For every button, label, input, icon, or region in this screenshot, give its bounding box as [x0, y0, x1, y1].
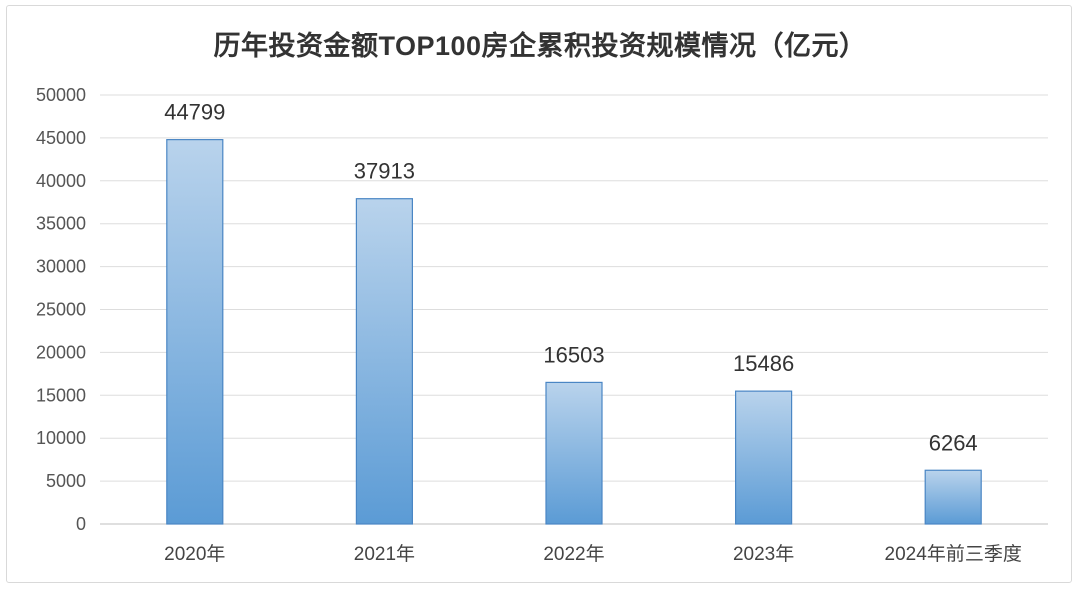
bar: [924, 469, 982, 525]
data-label: 16503: [543, 342, 604, 367]
data-labels: 44799 37913 16503 15486 6264: [164, 100, 977, 456]
y-tick-label: 30000: [36, 257, 86, 277]
x-category-label: 2021年: [354, 543, 415, 565]
chart-title: 历年投资金额TOP100房企累积投资规模情况（亿元）: [213, 31, 867, 61]
y-tick-label: 25000: [36, 300, 86, 320]
y-tick-label: 40000: [36, 171, 86, 191]
y-tick-label: 5000: [46, 471, 86, 491]
y-tick-label: 45000: [36, 128, 86, 148]
data-label: 44799: [164, 100, 225, 125]
x-axis-categories: 2020年 2021年 2022年 2023年 2024年前三季度: [164, 543, 1022, 565]
bar: [355, 198, 413, 525]
y-axis-ticks: 0 5000 10000 15000 20000 25000 30000 35000 40000…: [36, 85, 86, 534]
bars: [166, 139, 982, 525]
y-tick-label: 0: [76, 514, 86, 534]
data-label: 15486: [733, 351, 794, 376]
data-label: 37913: [354, 159, 415, 184]
bar: [734, 390, 793, 525]
y-tick-label: 10000: [36, 428, 86, 448]
y-tick-label: 20000: [36, 342, 86, 362]
y-tick-label: 35000: [36, 214, 86, 234]
data-label: 6264: [929, 430, 978, 455]
gridlines: [100, 94, 1048, 525]
bar: [545, 381, 603, 525]
x-category-label: 2023年: [733, 543, 794, 565]
bar: [166, 139, 224, 525]
y-tick-label: 15000: [36, 385, 86, 405]
x-category-label: 2022年: [543, 543, 604, 565]
x-category-label: 2024年前三季度: [885, 543, 1022, 565]
x-category-label: 2020年: [164, 543, 225, 565]
y-tick-label: 50000: [36, 85, 86, 105]
